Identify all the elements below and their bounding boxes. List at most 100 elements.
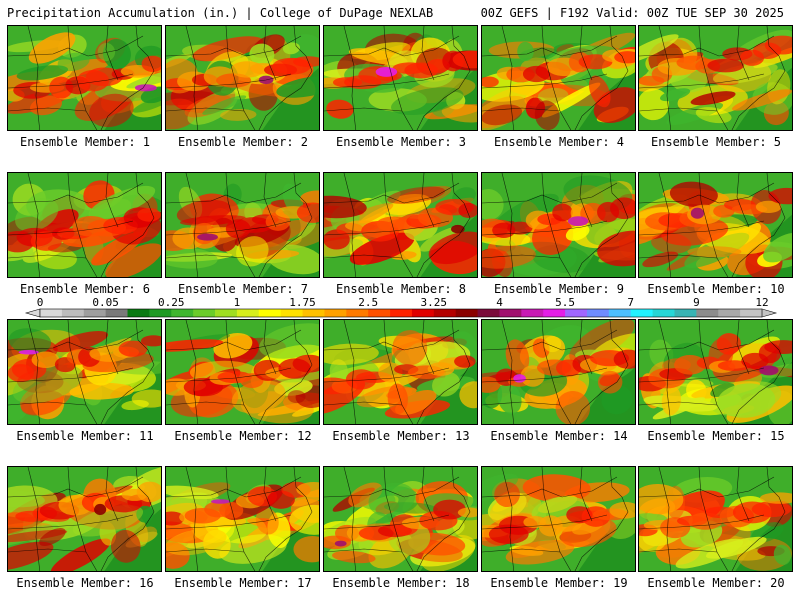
ensemble-member-map — [7, 319, 162, 425]
member-caption: Ensemble Member: 4 — [493, 135, 625, 149]
member-caption: Ensemble Member: 6 — [19, 282, 151, 296]
ensemble-member-map — [7, 466, 162, 572]
precip-map-2 — [166, 26, 319, 130]
colorbar-swatch — [740, 309, 763, 317]
ensemble-member-map — [481, 319, 636, 425]
precip-map-5 — [639, 26, 792, 130]
colorbar-tick-label: 0 — [37, 296, 44, 309]
colorbar-swatch — [455, 309, 478, 317]
colorbar-swatch — [543, 309, 566, 317]
ensemble-member-map — [323, 172, 478, 278]
ensemble-member-map — [165, 25, 320, 131]
colorbar-right-arrow — [761, 308, 778, 318]
ensemble-member-map — [638, 319, 793, 425]
precip-map-15 — [639, 320, 792, 424]
precip-map-4 — [482, 26, 635, 130]
ensemble-member-map — [638, 466, 793, 572]
colorbar-swatch — [499, 309, 522, 317]
ensemble-member-map — [323, 466, 478, 572]
member-caption: Ensemble Member: 16 — [16, 576, 154, 590]
ensemble-member-map — [165, 172, 320, 278]
ensemble-member-map — [7, 25, 162, 131]
colorbar-swatch — [630, 309, 654, 317]
member-caption: Ensemble Member: 1 — [19, 135, 151, 149]
member-caption: Ensemble Member: 13 — [332, 429, 470, 443]
colorbar-swatch — [193, 309, 216, 317]
colorbar-tick-label: 9 — [693, 296, 700, 309]
colorbar-swatch — [696, 309, 719, 317]
precipitation-colorbar: 0 0.05 0.25 1 1.75 2.5 3.25 4 5.5 7 9 12 — [24, 296, 778, 318]
ensemble-member-map — [481, 466, 636, 572]
precip-map-3 — [324, 26, 477, 130]
colorbar-left-arrow — [24, 308, 41, 318]
ensemble-member-map — [638, 172, 793, 278]
ensemble-member-map — [481, 25, 636, 131]
colorbar-swatch — [105, 309, 128, 317]
colorbar-swatch — [608, 309, 632, 317]
precip-map-18 — [324, 467, 477, 571]
colorbar-tick-label: 3.25 — [421, 296, 448, 309]
colorbar-swatch — [652, 309, 675, 317]
colorbar-swatch — [236, 309, 260, 317]
ensemble-member-map — [638, 25, 793, 131]
precip-map-1 — [8, 26, 161, 130]
member-caption: Ensemble Member: 3 — [335, 135, 467, 149]
colorbar-tick-label: 5.5 — [555, 296, 575, 309]
precip-map-20 — [639, 467, 792, 571]
colorbar-swatch — [674, 309, 697, 317]
member-caption: Ensemble Member: 9 — [493, 282, 625, 296]
precip-map-12 — [166, 320, 319, 424]
precip-map-19 — [482, 467, 635, 571]
ensemble-member-map — [165, 319, 320, 425]
colorbar-tick-label: 0.05 — [92, 296, 119, 309]
colorbar-swatch — [368, 309, 391, 317]
colorbar-swatch — [586, 309, 610, 317]
colorbar-swatch — [411, 309, 435, 317]
member-caption: Ensemble Member: 18 — [332, 576, 470, 590]
precip-map-17 — [166, 467, 319, 571]
colorbar-swatch — [433, 309, 457, 317]
precip-map-7 — [166, 173, 319, 277]
colorbar-swatch — [149, 309, 172, 317]
precip-map-13 — [324, 320, 477, 424]
chart-title: Precipitation Accumulation (in.) | Colle… — [7, 6, 434, 20]
precip-map-11 — [8, 320, 161, 424]
colorbar-swatch — [258, 309, 282, 317]
colorbar-swatch — [324, 309, 347, 317]
colorbar-tick-label: 7 — [627, 296, 634, 309]
member-caption: Ensemble Member: 17 — [174, 576, 312, 590]
member-caption: Ensemble Member: 15 — [647, 429, 785, 443]
member-caption: Ensemble Member: 7 — [177, 282, 309, 296]
member-caption: Ensemble Member: 19 — [490, 576, 628, 590]
colorbar-frame — [39, 308, 763, 318]
colorbar-swatch — [302, 309, 325, 317]
precip-map-8 — [324, 173, 477, 277]
ensemble-member-map — [7, 172, 162, 278]
colorbar-tick-label: 12 — [755, 296, 768, 309]
ensemble-member-map — [323, 319, 478, 425]
colorbar-tick-label: 1.75 — [289, 296, 316, 309]
colorbar-swatch — [83, 309, 107, 317]
colorbar-swatch — [280, 309, 303, 317]
member-caption: Ensemble Member: 14 — [490, 429, 628, 443]
colorbar-swatch — [215, 309, 238, 317]
precip-map-6 — [8, 173, 161, 277]
colorbar-tick-label: 1 — [234, 296, 241, 309]
colorbar-swatch — [171, 309, 194, 317]
ensemble-member-map — [323, 25, 478, 131]
member-caption: Ensemble Member: 10 — [647, 282, 785, 296]
colorbar-swatch — [127, 309, 150, 317]
member-caption: Ensemble Member: 11 — [16, 429, 154, 443]
colorbar-tick-label: 2.5 — [358, 296, 378, 309]
ensemble-member-map — [165, 466, 320, 572]
colorbar-swatch — [718, 309, 741, 317]
colorbar-swatch — [390, 309, 413, 317]
member-caption: Ensemble Member: 5 — [650, 135, 782, 149]
member-caption: Ensemble Member: 12 — [174, 429, 312, 443]
precip-map-14 — [482, 320, 635, 424]
member-caption: Ensemble Member: 8 — [335, 282, 467, 296]
model-run-info: 00Z GEFS | F192 Valid: 00Z TUE SEP 30 20… — [480, 6, 784, 20]
ensemble-member-map — [481, 172, 636, 278]
colorbar-tick-label: 0.25 — [158, 296, 185, 309]
colorbar-swatch — [40, 309, 63, 317]
